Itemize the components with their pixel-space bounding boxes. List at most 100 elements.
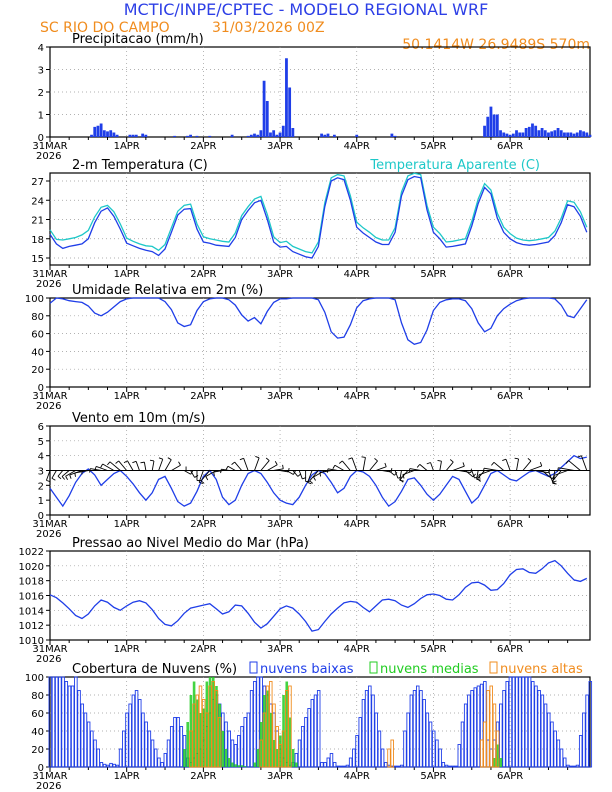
precip-bar [393, 135, 397, 137]
cloud-bar-nuvens-baixas [572, 765, 577, 768]
wind-barb-flag [205, 476, 209, 481]
apparent-temp-legend: Temperatura Aparente (C) [369, 158, 540, 173]
wind-barb [476, 470, 479, 480]
cloud-bar-nuvens-medias [202, 708, 205, 767]
cloud-bar-nuvens-baixas [310, 699, 315, 768]
wind-barb [458, 470, 471, 474]
cloud-bar-nuvens-medias [208, 677, 212, 767]
wind-barb [61, 470, 70, 477]
wind-barb [551, 470, 562, 482]
cloud-bar-nuvens-baixas [80, 703, 85, 768]
mslp-xtick-label: 31MAR [32, 644, 67, 655]
precip-bar [483, 125, 486, 137]
cloud-bar-nuvens-medias [231, 762, 234, 767]
precip-bar [492, 114, 496, 137]
precip-ytick-label: 4 [38, 43, 44, 54]
wind-barb [445, 461, 454, 471]
mslp-ytick-label: 1010 [19, 636, 44, 647]
cloud-bar-nuvens-baixas [122, 730, 126, 768]
cloud-bar-nuvens-baixas [96, 748, 100, 768]
precip-bar [291, 128, 295, 137]
wind-barb-flag [198, 481, 204, 485]
mslp-xtick-label: 4APR [344, 644, 370, 655]
precip-bar [332, 134, 336, 137]
precip-bar [563, 132, 566, 137]
wind-barb-flag [158, 457, 163, 460]
cloud-bar-nuvens-baixas [160, 762, 164, 768]
cloud-bar-nuvens-medias [227, 758, 231, 767]
precip-bar [515, 130, 518, 137]
cloud-bar-nuvens-baixas [297, 739, 302, 768]
wind-barb [298, 470, 303, 480]
cloud-bar-nuvens-baixas [153, 748, 158, 768]
cloud-bar-nuvens-baixas [163, 753, 168, 768]
rh-xtick-label: 5APR [420, 391, 446, 402]
cloud-bar-nuvens-baixas [559, 748, 564, 768]
precip-ytick-label: 1 [38, 111, 44, 122]
cloud-bar-nuvens-baixas [304, 717, 308, 768]
cloud-bar-nuvens-altas [486, 690, 490, 768]
wind-barb-flag [514, 457, 519, 460]
mslp-year-label: 2026 [36, 654, 61, 665]
cloud-bar-nuvens-baixas [406, 712, 410, 768]
cloud-bar-nuvens-medias [285, 681, 289, 767]
mslp-xtick-label: 3APR [267, 644, 293, 655]
legend-swatch-0 [249, 661, 258, 674]
cloud-bar-nuvens-baixas [355, 735, 359, 768]
rh-title: Umidade Relativa em 2m (%) [72, 283, 263, 298]
precip-bar [505, 133, 509, 137]
wind-xtick-label: 4APR [344, 519, 370, 530]
precip-bar [534, 125, 538, 137]
rh-ytick-label: 40 [31, 347, 44, 358]
wind-barb-flag [149, 459, 155, 462]
wind-barb-flag [551, 480, 556, 485]
precip-bar [543, 130, 547, 137]
cloud-bar-nuvens-baixas [575, 764, 580, 768]
precip-bar [320, 133, 323, 137]
rh-year-label: 2026 [36, 401, 61, 412]
cloud-bar-nuvens-baixas [316, 690, 321, 768]
precip-bar [502, 132, 506, 137]
temp-ytick-label: 21 [31, 216, 44, 227]
cloud-bar-nuvens-baixas [527, 676, 532, 768]
cloud-bar-nuvens-medias [205, 681, 209, 767]
wind-xtick-label: 6APR [497, 519, 523, 530]
cloud-bar-nuvens-altas [492, 703, 497, 768]
temp-xtick-label: 4APR [344, 269, 370, 280]
temp-xtick-label: 3APR [267, 269, 293, 280]
cloud-bar-nuvens-baixas [307, 708, 311, 768]
cloud-bar-nuvens-baixas [336, 765, 340, 768]
legend-label-2: nuvens altas [500, 662, 583, 677]
cloud-bar-nuvens-baixas [476, 685, 481, 768]
precip-bar [566, 132, 570, 137]
precip-bar [278, 132, 282, 137]
wind-barb [200, 470, 211, 482]
precip-bar [253, 133, 256, 137]
cloud-bar-nuvens-medias [291, 749, 295, 767]
wind-barb-flag [282, 464, 284, 469]
cloud-bar-nuvens-baixas [540, 694, 545, 768]
wind-barb-flag [274, 461, 278, 465]
cloud-bar-nuvens-baixas [400, 764, 404, 768]
cloud-bar-nuvens-baixas [419, 690, 423, 768]
wind-title: Vento em 10m (m/s) [72, 411, 205, 426]
wind-barb-flag [115, 460, 119, 464]
mslp-ytick-label: 1018 [19, 577, 44, 588]
wind-barb [553, 470, 568, 477]
rh-ytick-label: 100 [25, 294, 44, 305]
cloud-bar-nuvens-baixas [412, 690, 417, 768]
cloud-bar-nuvens-medias [493, 758, 496, 767]
cloud-bar-nuvens-altas [208, 685, 212, 768]
wind-barb [158, 459, 164, 471]
temp-xtick-label: 1APR [114, 269, 140, 280]
cloud-bar-nuvens-baixas [345, 764, 350, 768]
cloud-bar-nuvens-baixas [518, 676, 522, 768]
cloud-bar-nuvens-altas [269, 681, 273, 768]
cloud-bar-nuvens-medias [279, 735, 282, 767]
wind-barb-flag [307, 482, 312, 485]
cloud-bar-nuvens-altas [198, 685, 203, 768]
wind-barb-flag [374, 458, 378, 462]
cloud-bar-nuvens-baixas [547, 712, 551, 768]
precip-bar [569, 132, 573, 137]
cloud-bar-nuvens-baixas [460, 721, 465, 768]
